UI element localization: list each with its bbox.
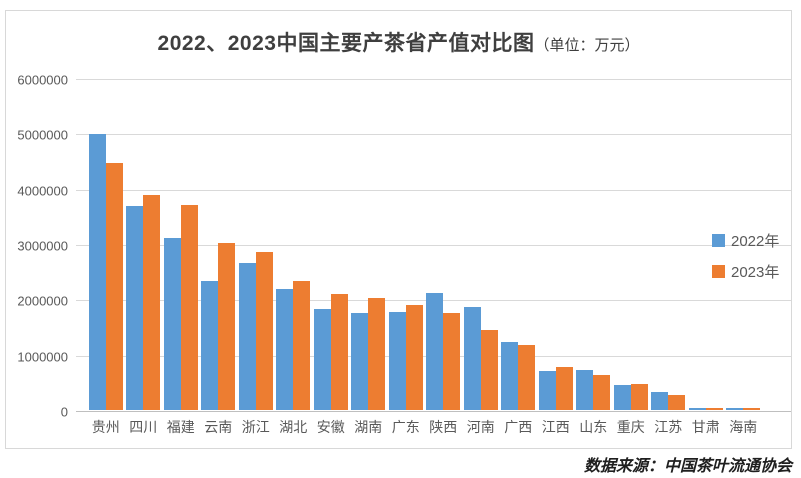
bar-2022年-安徽 bbox=[313, 309, 331, 410]
gridline bbox=[76, 79, 791, 80]
bar-2022年-福建 bbox=[163, 238, 181, 410]
bar-series-area bbox=[87, 79, 762, 410]
bar-2022年-甘肃 bbox=[688, 408, 706, 410]
bar-2023年-浙江 bbox=[255, 252, 273, 410]
bar-2022年-重庆 bbox=[613, 385, 631, 410]
legend: 2022年 2023年 bbox=[712, 230, 779, 282]
x-axis-label-广西: 广西 bbox=[504, 419, 533, 435]
bar-2023年-江苏 bbox=[668, 395, 686, 410]
x-axis-label-贵州: 贵州 bbox=[91, 419, 120, 435]
x-axis-label-海南: 海南 bbox=[729, 419, 758, 435]
chart-title: 2022、2023中国主要产茶省产值对比图（单位：万元） bbox=[6, 27, 791, 57]
bar-2023年-安徽 bbox=[330, 294, 348, 410]
x-axis: 贵州 四川 福建 云南 浙江 湖北 安徽 湖南 广东 陕西 河南 广西 江西 山东 重庆 江苏 甘肃 海南 bbox=[87, 417, 762, 437]
bar-2022年-广西 bbox=[501, 342, 519, 410]
chart-frame: 2022、2023中国主要产茶省产值对比图（单位：万元） 0 1000000 200… bbox=[5, 10, 792, 449]
plot-area: 0 1000000 2000000 3000000 4000000 5000000 6000… bbox=[17, 72, 791, 419]
bar-2023年-河南 bbox=[480, 330, 498, 410]
gridline bbox=[76, 190, 791, 191]
gridline bbox=[76, 134, 791, 135]
bar-2023年-湖南 bbox=[368, 298, 386, 410]
y-axis-tick-label: 6000000 bbox=[17, 72, 68, 87]
bar-2023年-广东 bbox=[405, 305, 423, 410]
bar-2022年-陕西 bbox=[426, 293, 444, 410]
bar-2022年-山东 bbox=[576, 370, 594, 410]
bar-2023年-云南 bbox=[218, 243, 236, 410]
bar-2023年-山东 bbox=[593, 375, 611, 410]
bar-group-海南 bbox=[725, 79, 763, 410]
x-axis-label-山东: 山东 bbox=[579, 419, 608, 435]
x-axis-label-湖南: 湖南 bbox=[354, 419, 383, 435]
x-axis-label-广东: 广东 bbox=[391, 419, 420, 435]
x-axis-label-湖北: 湖北 bbox=[279, 419, 308, 435]
bar-group-湖南 bbox=[350, 79, 388, 410]
legend-swatch-icon bbox=[712, 234, 725, 247]
x-axis-line bbox=[76, 411, 791, 412]
legend-item-2023年: 2023年 bbox=[712, 261, 779, 282]
x-axis-label-云南: 云南 bbox=[204, 419, 233, 435]
bar-group-贵州 bbox=[87, 79, 125, 410]
bar-2022年-广东 bbox=[388, 312, 406, 410]
bar-group-广西 bbox=[500, 79, 538, 410]
y-axis-tick-label: 1000000 bbox=[17, 349, 68, 364]
bar-group-浙江 bbox=[237, 79, 275, 410]
bar-2022年-湖北 bbox=[276, 289, 294, 410]
bar-group-山东 bbox=[575, 79, 613, 410]
bar-group-四川 bbox=[125, 79, 163, 410]
bar-2023年-贵州 bbox=[105, 163, 123, 410]
bar-2023年-江西 bbox=[555, 367, 573, 410]
bar-group-安徽 bbox=[312, 79, 350, 410]
x-axis-label-重庆: 重庆 bbox=[616, 419, 645, 435]
x-axis-label-江西: 江西 bbox=[541, 419, 570, 435]
bar-2022年-四川 bbox=[126, 206, 144, 410]
x-axis-label-安徽: 安徽 bbox=[316, 419, 345, 435]
bar-2022年-江苏 bbox=[651, 392, 669, 410]
bar-2022年-江西 bbox=[538, 371, 556, 410]
gridline bbox=[76, 245, 791, 246]
bar-group-福建 bbox=[162, 79, 200, 410]
bar-2022年-浙江 bbox=[238, 263, 256, 410]
bar-group-甘肃 bbox=[687, 79, 725, 410]
bar-2022年-贵州 bbox=[88, 134, 106, 410]
bar-2022年-河南 bbox=[463, 307, 481, 410]
x-axis-label-甘肃: 甘肃 bbox=[691, 419, 720, 435]
bar-group-江西 bbox=[537, 79, 575, 410]
bar-2023年-甘肃 bbox=[705, 408, 723, 410]
bar-group-江苏 bbox=[650, 79, 688, 410]
y-axis-tick-label: 0 bbox=[60, 404, 68, 419]
bar-group-湖北 bbox=[275, 79, 313, 410]
bar-2022年-云南 bbox=[201, 281, 219, 410]
legend-label: 2022年 bbox=[731, 233, 780, 250]
bar-group-广东 bbox=[387, 79, 425, 410]
bar-2023年-湖北 bbox=[293, 281, 311, 410]
bar-group-陕西 bbox=[425, 79, 463, 410]
x-axis-label-河南: 河南 bbox=[466, 419, 495, 435]
legend-swatch-icon bbox=[712, 265, 725, 278]
bar-2022年-湖南 bbox=[351, 313, 369, 410]
bar-2023年-海南 bbox=[743, 408, 761, 410]
bar-2023年-广西 bbox=[518, 345, 536, 410]
legend-label: 2023年 bbox=[731, 264, 780, 281]
x-axis-label-福建: 福建 bbox=[166, 419, 195, 435]
y-axis-tick-label: 5000000 bbox=[17, 127, 68, 142]
bar-2022年-海南 bbox=[726, 408, 744, 410]
bar-2023年-四川 bbox=[143, 195, 161, 410]
y-axis-tick-label: 2000000 bbox=[17, 293, 68, 308]
legend-item-2022年: 2022年 bbox=[712, 230, 779, 251]
x-axis-label-四川: 四川 bbox=[129, 419, 158, 435]
bar-group-云南 bbox=[200, 79, 238, 410]
chart-title-unit: （单位：万元） bbox=[534, 37, 640, 54]
x-axis-label-浙江: 浙江 bbox=[241, 419, 270, 435]
bar-group-河南 bbox=[462, 79, 500, 410]
x-axis-label-陕西: 陕西 bbox=[429, 419, 458, 435]
bar-2023年-陕西 bbox=[443, 313, 461, 410]
chart-title-text: 2022、2023中国主要产茶省产值对比图 bbox=[157, 32, 535, 55]
x-axis-label-江苏: 江苏 bbox=[654, 419, 683, 435]
bar-2023年-福建 bbox=[180, 205, 198, 410]
bar-group-重庆 bbox=[612, 79, 650, 410]
y-axis-tick-label: 4000000 bbox=[17, 183, 68, 198]
bar-2023年-重庆 bbox=[630, 384, 648, 410]
y-axis-tick-label: 3000000 bbox=[17, 238, 68, 253]
data-source-note: 数据来源：中国茶叶流通协会 bbox=[583, 456, 792, 475]
